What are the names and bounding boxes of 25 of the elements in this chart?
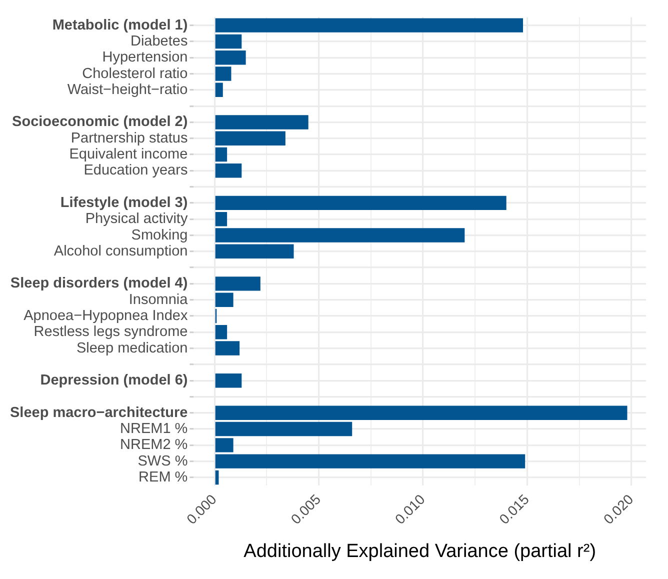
y-tick-label: Partnership status bbox=[70, 130, 188, 146]
y-tick-label: Sleep macro−architecture bbox=[10, 404, 188, 421]
y-tick-label: NREM2 % bbox=[120, 437, 188, 454]
x-axis-title: Additionally Explained Variance (partial r²) bbox=[244, 540, 596, 562]
y-tick-label: Smoking bbox=[131, 227, 188, 244]
y-tick-label: NREM1 % bbox=[120, 421, 188, 438]
y-tick-label: Depression (model 6) bbox=[40, 372, 188, 389]
y-tick-label: SWS % bbox=[138, 453, 188, 470]
y-tick-label: Alcohol consumption bbox=[54, 243, 188, 260]
y-tick-label: Diabetes bbox=[130, 33, 188, 50]
y-tick-label: Lifestyle (model 3) bbox=[60, 194, 188, 211]
y-tick-label: Sleep medication bbox=[76, 340, 188, 356]
y-tick-label: Metabolic (model 1) bbox=[52, 17, 188, 34]
y-tick-label: Hypertension bbox=[102, 50, 188, 66]
y-tick-label: Equivalent income bbox=[69, 146, 188, 163]
y-tick-label: Cholesterol ratio bbox=[82, 66, 188, 82]
y-tick-label: Apnoea−Hypopnea Index bbox=[24, 308, 188, 324]
y-tick-label: Waist−height−ratio bbox=[67, 82, 188, 98]
y-tick-label: Insomnia bbox=[128, 292, 189, 308]
y-tick-label: Education years bbox=[84, 162, 188, 179]
y-tick-label: Physical activity bbox=[85, 211, 188, 228]
y-tick-label: Socioeconomic (model 2) bbox=[12, 114, 188, 130]
y-tick-label: REM % bbox=[138, 469, 188, 486]
y-tick-label: Sleep disorders (model 4) bbox=[10, 276, 188, 292]
y-tick-label: Restless legs syndrome bbox=[34, 324, 188, 340]
